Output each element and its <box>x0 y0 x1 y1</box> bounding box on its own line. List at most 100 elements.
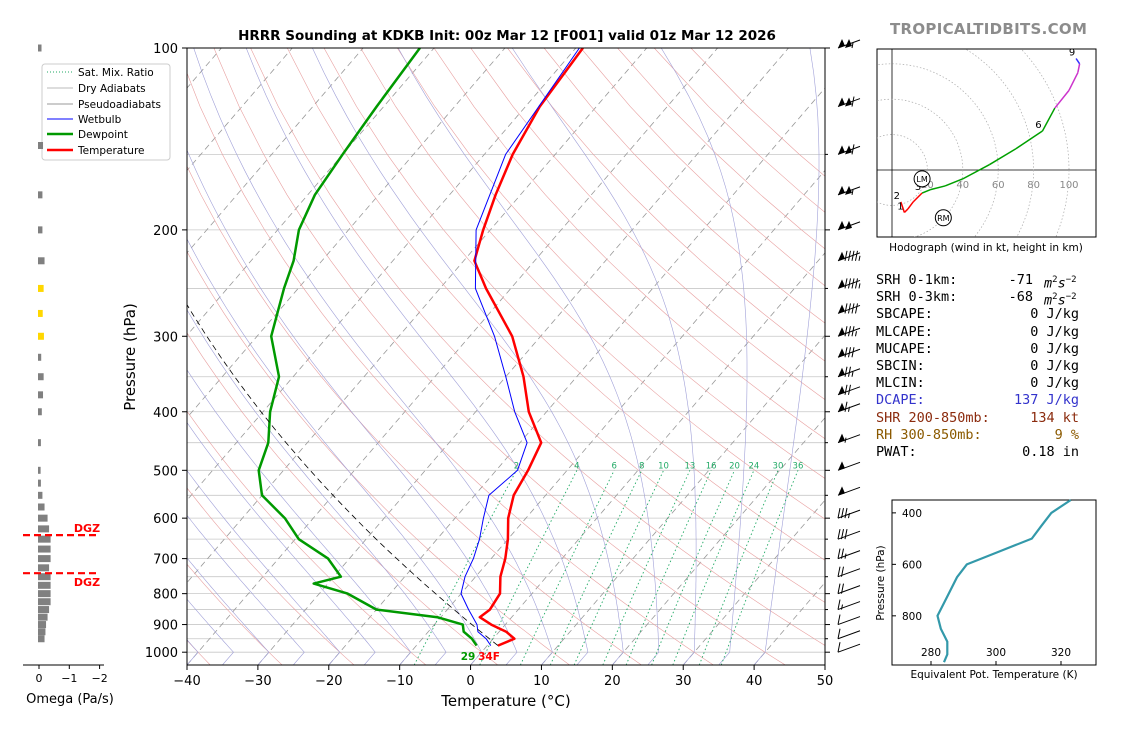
barb-flag <box>845 278 847 288</box>
barb-pennant <box>838 279 845 288</box>
legend-item-wetbulb: Wetbulb <box>78 114 122 126</box>
pseudoadiabat <box>194 48 553 665</box>
y-tick-label: 700 <box>153 553 178 568</box>
omega-bar <box>38 142 43 149</box>
wind-barb <box>838 567 860 577</box>
mixing-ratio-line <box>574 470 664 665</box>
omega-bar <box>38 582 51 589</box>
skew-t-frame <box>187 48 825 665</box>
wind-barb <box>838 347 860 357</box>
omega-bar <box>38 226 42 233</box>
x-tick-label: −20 <box>315 674 342 689</box>
hodo-ring-label: 80 <box>1027 180 1040 191</box>
barb-flag <box>849 347 851 357</box>
barb-flag <box>845 385 847 395</box>
pseudoadiabat <box>398 48 659 665</box>
omega-bar <box>38 391 43 398</box>
hodo-ring-label: 100 <box>1059 180 1078 191</box>
barb-pennant <box>838 461 845 470</box>
mixing-ratio-label: 10 <box>658 461 669 471</box>
barb-flag <box>856 303 858 313</box>
theta-y-tick-label: 800 <box>902 611 922 623</box>
dewpoint-line <box>259 48 477 646</box>
omega-bar <box>38 525 49 532</box>
omega-bar <box>38 467 41 474</box>
barb-staff <box>838 644 860 652</box>
skew-t-xlabel: Temperature (°C) <box>440 692 570 710</box>
barb-half <box>856 331 857 336</box>
barb-pennant <box>838 98 845 107</box>
x-tick-label: 30 <box>675 674 692 689</box>
omega-bar <box>38 536 51 543</box>
barb-flag <box>845 508 847 518</box>
barb-flag <box>849 251 851 261</box>
omega-bar <box>38 285 44 292</box>
mixing-ratio-label: 6 <box>612 461 617 471</box>
wind-barb <box>838 486 860 495</box>
barb-pennant <box>838 186 845 195</box>
hodo-height-label: 6 <box>1035 120 1041 131</box>
omega-bar <box>38 354 41 361</box>
y-tick-label: 1000 <box>145 646 178 661</box>
barb-pennant <box>838 403 845 412</box>
mixing-ratio-line <box>414 470 516 665</box>
barb-flag <box>838 600 840 610</box>
wind-barb <box>838 221 860 230</box>
mixing-ratio-label: 24 <box>748 461 759 471</box>
omega-bar <box>38 45 42 52</box>
barb-flag <box>845 347 847 357</box>
stat-pwat: PWAT:0.18 in <box>876 444 1101 461</box>
x-tick-label: 50 <box>817 674 834 689</box>
mixing-ratio-line <box>550 470 641 665</box>
omega-bar <box>38 310 43 317</box>
barb-flag <box>845 402 847 412</box>
omega-bar <box>38 606 49 613</box>
legend-item-sat-mix: Sat. Mix. Ratio <box>78 67 154 79</box>
wind-barb <box>838 303 860 313</box>
mixing-ratio-line <box>520 470 614 665</box>
barb-flag <box>849 326 851 336</box>
skew-t-ylabel: Pressure (hPa) <box>121 303 139 411</box>
mixing-ratio-label: 4 <box>574 461 579 471</box>
barb-half <box>845 438 846 443</box>
omega-xlabel: Omega (Pa/s) <box>26 692 114 707</box>
barb-pennant <box>838 145 845 154</box>
x-tick-label: 20 <box>604 674 621 689</box>
omega-bar <box>38 191 42 198</box>
barb-pennant <box>838 221 845 230</box>
barb-half <box>845 554 846 559</box>
pseudoadiabat <box>512 48 696 665</box>
wind-barb <box>838 600 860 610</box>
mixing-ratio-label: 8 <box>639 461 644 471</box>
theta-e-ylabel: Pressure (hPa) <box>875 545 887 620</box>
dry-adiabat <box>177 48 713 665</box>
watermark: TROPICALTIDBITS.COM <box>890 20 1087 38</box>
wind-barb <box>838 629 860 639</box>
stat-mlcin: MLCIN:0 J/kg <box>876 375 1101 392</box>
isotherm <box>187 48 718 665</box>
barb-pennant <box>838 386 845 395</box>
barb-flag <box>849 367 851 377</box>
y-tick-label: 800 <box>153 588 178 603</box>
mixing-ratio-line <box>480 470 577 665</box>
omega-bar <box>38 614 48 621</box>
barb-flag <box>849 303 851 313</box>
mixing-ratio-line <box>721 470 798 665</box>
omega-bar <box>38 621 46 628</box>
y-tick-label: 500 <box>153 464 178 479</box>
legend-item-dewpoint: Dewpoint <box>78 129 128 141</box>
barb-flag <box>845 529 847 539</box>
wind-barb <box>838 144 860 154</box>
y-tick-label: 900 <box>153 619 178 634</box>
x-tick-label: 40 <box>746 674 763 689</box>
theta-y-tick-label: 600 <box>902 559 922 571</box>
mixing-ratio-line <box>626 470 711 665</box>
stat-rh: RH 300-850mb:9 % <box>876 427 1101 444</box>
wind-barb <box>838 186 860 195</box>
barb-flag <box>838 567 840 577</box>
omega-bar <box>38 635 45 642</box>
hodo-height-label: 2 <box>894 191 900 202</box>
barb-flag <box>856 251 858 261</box>
